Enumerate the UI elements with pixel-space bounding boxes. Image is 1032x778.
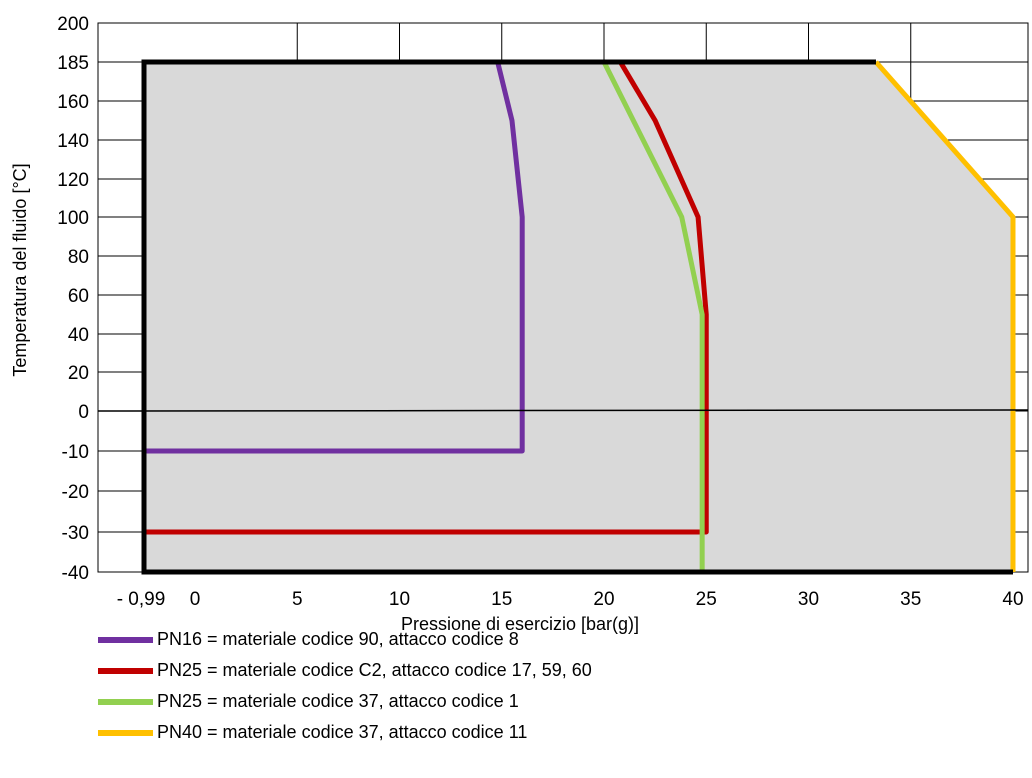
- legend-label: PN40 = materiale codice 37, attacco codi…: [157, 722, 528, 742]
- y-tick-label: -10: [62, 442, 89, 463]
- y-tick-label: 40: [68, 325, 89, 346]
- y-tick-label: 60: [68, 286, 89, 307]
- legend-swatch: [98, 667, 153, 674]
- legend-item: PN25 = materiale codice C2, attacco codi…: [98, 655, 592, 686]
- operating-area-layer: [144, 62, 1013, 572]
- x-tick-label: 10: [389, 589, 410, 610]
- legend-swatch: [98, 729, 153, 736]
- x-tick-label: 20: [593, 589, 614, 610]
- x-tick-label: 15: [491, 589, 512, 610]
- y-tick-label: 160: [57, 92, 89, 113]
- y-tick-label: -40: [62, 563, 89, 584]
- operating-area: [144, 62, 1013, 572]
- legend-label: PN25 = materiale codice 37, attacco codi…: [157, 691, 519, 711]
- series-line-1: [144, 61, 525, 454]
- series-line-4: [874, 60, 1016, 572]
- legend-item: PN16 = materiale codice 90, attacco codi…: [98, 624, 592, 655]
- y-tick-label: -30: [62, 523, 89, 544]
- legend-swatch: [98, 636, 153, 643]
- axis-layer: [97, 59, 1029, 575]
- y-tick-label: 120: [57, 170, 89, 191]
- legend-label: PN25 = materiale codice C2, attacco codi…: [157, 660, 592, 680]
- x-tick-label: 30: [798, 589, 819, 610]
- x-axis-title: Pressione di esercizio [bar(g)]: [401, 614, 639, 634]
- x-tick-label: 35: [900, 589, 921, 610]
- y-tick-label: 200: [57, 14, 89, 35]
- y-tick-label: 140: [57, 131, 89, 152]
- tick-labels-layer: -40-30-20-10020406080100120140160185200-…: [57, 14, 1023, 610]
- y-tick-label: 0: [78, 402, 89, 423]
- legend-item: PN25 = materiale codice 37, attacco codi…: [98, 686, 592, 717]
- y-tick-label: 80: [68, 247, 89, 268]
- legend-label: PN16 = materiale codice 90, attacco codi…: [157, 629, 519, 649]
- y-tick-label: -20: [62, 482, 89, 503]
- legend: PN16 = materiale codice 90, attacco codi…: [98, 624, 592, 748]
- x-tick-label: 40: [1002, 589, 1023, 610]
- x-tick-label: 25: [696, 589, 717, 610]
- y-tick-label: 100: [57, 208, 89, 229]
- operating-area-border: [141, 59, 1013, 575]
- y-tick-label: 185: [57, 53, 89, 74]
- x-tick-label: - 0,99: [117, 589, 166, 610]
- x-tick-label: 0: [190, 589, 201, 610]
- x-tick-label: 5: [292, 589, 303, 610]
- legend-item: PN40 = materiale codice 37, attacco codi…: [98, 717, 592, 748]
- zero-axis-line: [97, 409, 1029, 412]
- legend-swatch: [98, 698, 153, 705]
- series-line-2: [144, 60, 709, 535]
- y-axis-title: Temperatura del fluido [°C]: [10, 163, 30, 376]
- y-tick-label: 20: [68, 363, 89, 384]
